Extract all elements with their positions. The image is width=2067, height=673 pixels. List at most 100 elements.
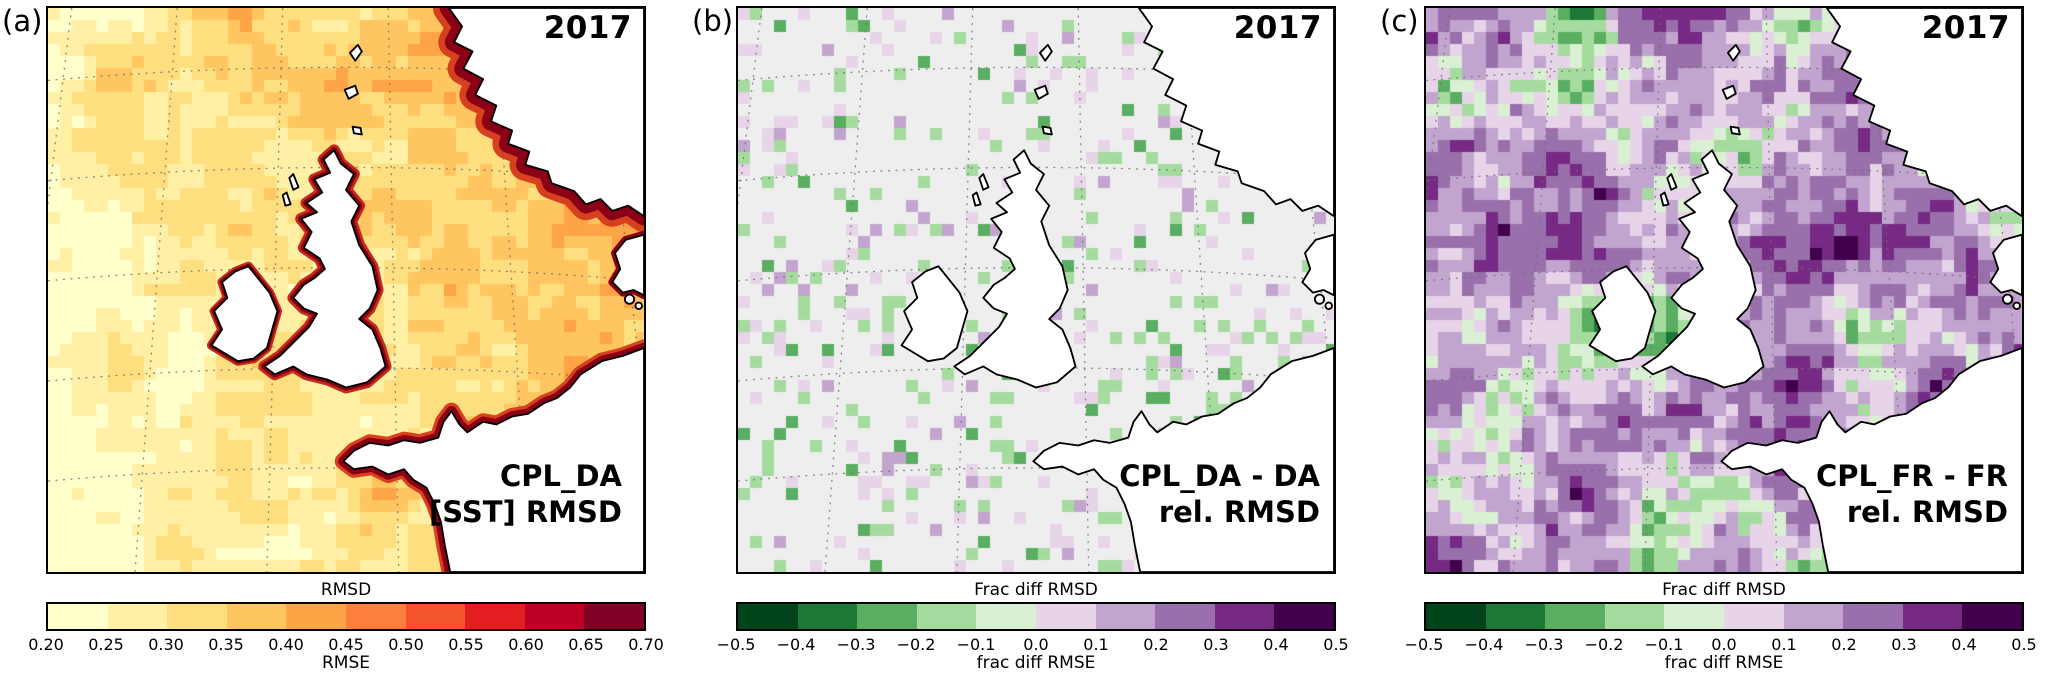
small-island (1666, 173, 1678, 191)
colorbar-tick-label: 0.25 (88, 635, 124, 654)
small-island (978, 173, 990, 191)
colorbar-segment (1155, 604, 1215, 629)
colorbar-title: Frac diff RMSD (974, 580, 1098, 600)
small-island (2012, 301, 2021, 311)
colorbar-ticks: 0.20 0.25 0.30 0.35 0.40 0.45 0.50 0.55 0.60 0.65… (28, 635, 664, 654)
colorbar-segment (465, 604, 525, 629)
colorbar-tick-label: −0.2 (896, 635, 936, 654)
panel-letter-a: (a) (2, 4, 43, 38)
small-island (1324, 301, 1333, 311)
colorbar-tick-label: 0.2 (1831, 635, 1857, 654)
caption-line1: CPL_FR - FR (1815, 459, 2008, 493)
colorbar-segment (1095, 604, 1156, 629)
colorbar-tick-label: 0.35 (208, 635, 244, 654)
colorbar-tick-label: 0.50 (388, 635, 424, 654)
colorbar-ticks: −0.5 −0.4 −0.3 −0.2 −0.1 0.0 0.1 0.2 0.3 0.4 0.5 (717, 635, 1349, 654)
colorbar-tick-label: 0.20 (28, 635, 64, 654)
colorbar (736, 602, 1336, 631)
colorbar-tick-label: 0.3 (1891, 635, 1917, 654)
small-island (623, 293, 636, 305)
map-b: 2017 CPL_DA - DA rel. RMSD (736, 6, 1336, 574)
colorbar-segment (738, 604, 798, 629)
colorbar-tick-label: 0.45 (328, 635, 364, 654)
small-island (288, 173, 300, 191)
colorbar-tick-label: −0.1 (1644, 635, 1684, 654)
colorbar-tick-label: −0.1 (956, 635, 996, 654)
colorbar-tick-label: 0.65 (568, 635, 604, 654)
colorbar-ticks: −0.5 −0.4 −0.3 −0.2 −0.1 0.0 0.1 0.2 0.3 0.4 0.5 (1405, 635, 2037, 654)
caption-line2: rel. RMSD (1158, 495, 1320, 529)
great-britain-landmass (1641, 149, 1765, 389)
colorbar-segment (584, 604, 644, 629)
map-overlay-c (1426, 8, 2022, 572)
panel-body-b: 2017 CPL_DA - DA rel. RMSD Frac diff RMS… (717, 6, 1349, 673)
colorbar-tick-label: 0.70 (628, 635, 664, 654)
panel-letter-c: (c) (1380, 4, 1419, 38)
continental-europe-landmass (1720, 347, 2022, 572)
colorbar-segment (1843, 604, 1903, 629)
map-caption: CPL_FR - FR rel. RMSD (1816, 458, 2008, 530)
panel-a: (a) 2017 CPL_DA (2, 4, 664, 673)
small-island (2001, 293, 2014, 305)
cutoff-axis-label: frac diff RMSE (1664, 653, 1784, 673)
map-overlay-b (738, 8, 1334, 572)
colorbar-segment (1723, 604, 1784, 629)
colorbar-segment (286, 604, 346, 629)
colorbar-segment (1214, 604, 1275, 629)
small-island (634, 301, 643, 311)
map-a: 2017 CPL_DA [SST] RMSD (46, 6, 646, 574)
caption-line1: CPL_DA - DA (1119, 459, 1320, 493)
colorbar-tick-label: 0.55 (448, 635, 484, 654)
colorbar-title: Frac diff RMSD (1662, 580, 1786, 600)
panel-b: (b) 2017 CPL_DA - DA rel. RMSD F (692, 6, 1349, 673)
colorbar-segment (1545, 604, 1605, 629)
colorbar-tick-label: −0.4 (1464, 635, 1504, 654)
small-island (1721, 84, 1737, 100)
continental-europe-landmass (1032, 347, 1334, 572)
colorbar-title: RMSD (320, 580, 372, 600)
denmark-landmass (611, 233, 644, 297)
colorbar-segment (107, 604, 168, 629)
colorbar-segment (1604, 604, 1665, 629)
colorbar-segment (1035, 604, 1096, 629)
denmark-landmass (1301, 233, 1334, 297)
colorbar-tick-label: 0.5 (1323, 635, 1349, 654)
colorbar-tick-label: 0.40 (268, 635, 304, 654)
colorbar-segment (1485, 604, 1546, 629)
colorbar-segment (916, 604, 977, 629)
small-island (343, 84, 359, 100)
ireland-landmass (900, 265, 969, 363)
colorbar-tick-label: −0.4 (776, 635, 816, 654)
great-britain-landmass (953, 149, 1077, 389)
small-island (1033, 84, 1049, 100)
small-island (1039, 43, 1053, 62)
small-island (1727, 43, 1741, 62)
small-island (1729, 125, 1741, 136)
small-island (349, 43, 363, 62)
colorbar-tick-label: 0.0 (1711, 635, 1737, 654)
map-caption: CPL_DA - DA rel. RMSD (1119, 458, 1320, 530)
colorbar-segment (167, 604, 227, 629)
ireland-landmass (1588, 265, 1657, 363)
colorbar-tick-label: −0.5 (716, 635, 756, 654)
colorbar-tick-label: 0.1 (1771, 635, 1797, 654)
year-label: 2017 (543, 10, 632, 46)
map-c: 2017 CPL_FR - FR rel. RMSD (1424, 6, 2024, 574)
land-coastlines (1588, 8, 2022, 572)
continental-europe-landmass (342, 347, 644, 572)
colorbar-tick-label: 0.3 (1203, 635, 1229, 654)
colorbar-segment (405, 604, 466, 629)
small-island (1041, 125, 1053, 136)
norway-landmass (447, 8, 644, 218)
small-island (971, 191, 982, 207)
small-island (351, 125, 363, 136)
cutoff-axis-label: RMSE (321, 653, 370, 673)
map-caption: CPL_DA [SST] RMSD (429, 458, 622, 530)
panel-c: (c) 2017 CPL_FR - FR rel. RMSD F (1380, 4, 2037, 673)
colorbar-tick-label: 0.0 (1023, 635, 1049, 654)
great-britain-landmass (263, 149, 387, 389)
map-overlay-a (48, 8, 644, 572)
colorbar (46, 602, 646, 631)
colorbar-segment (1426, 604, 1486, 629)
colorbar-segment (524, 604, 585, 629)
